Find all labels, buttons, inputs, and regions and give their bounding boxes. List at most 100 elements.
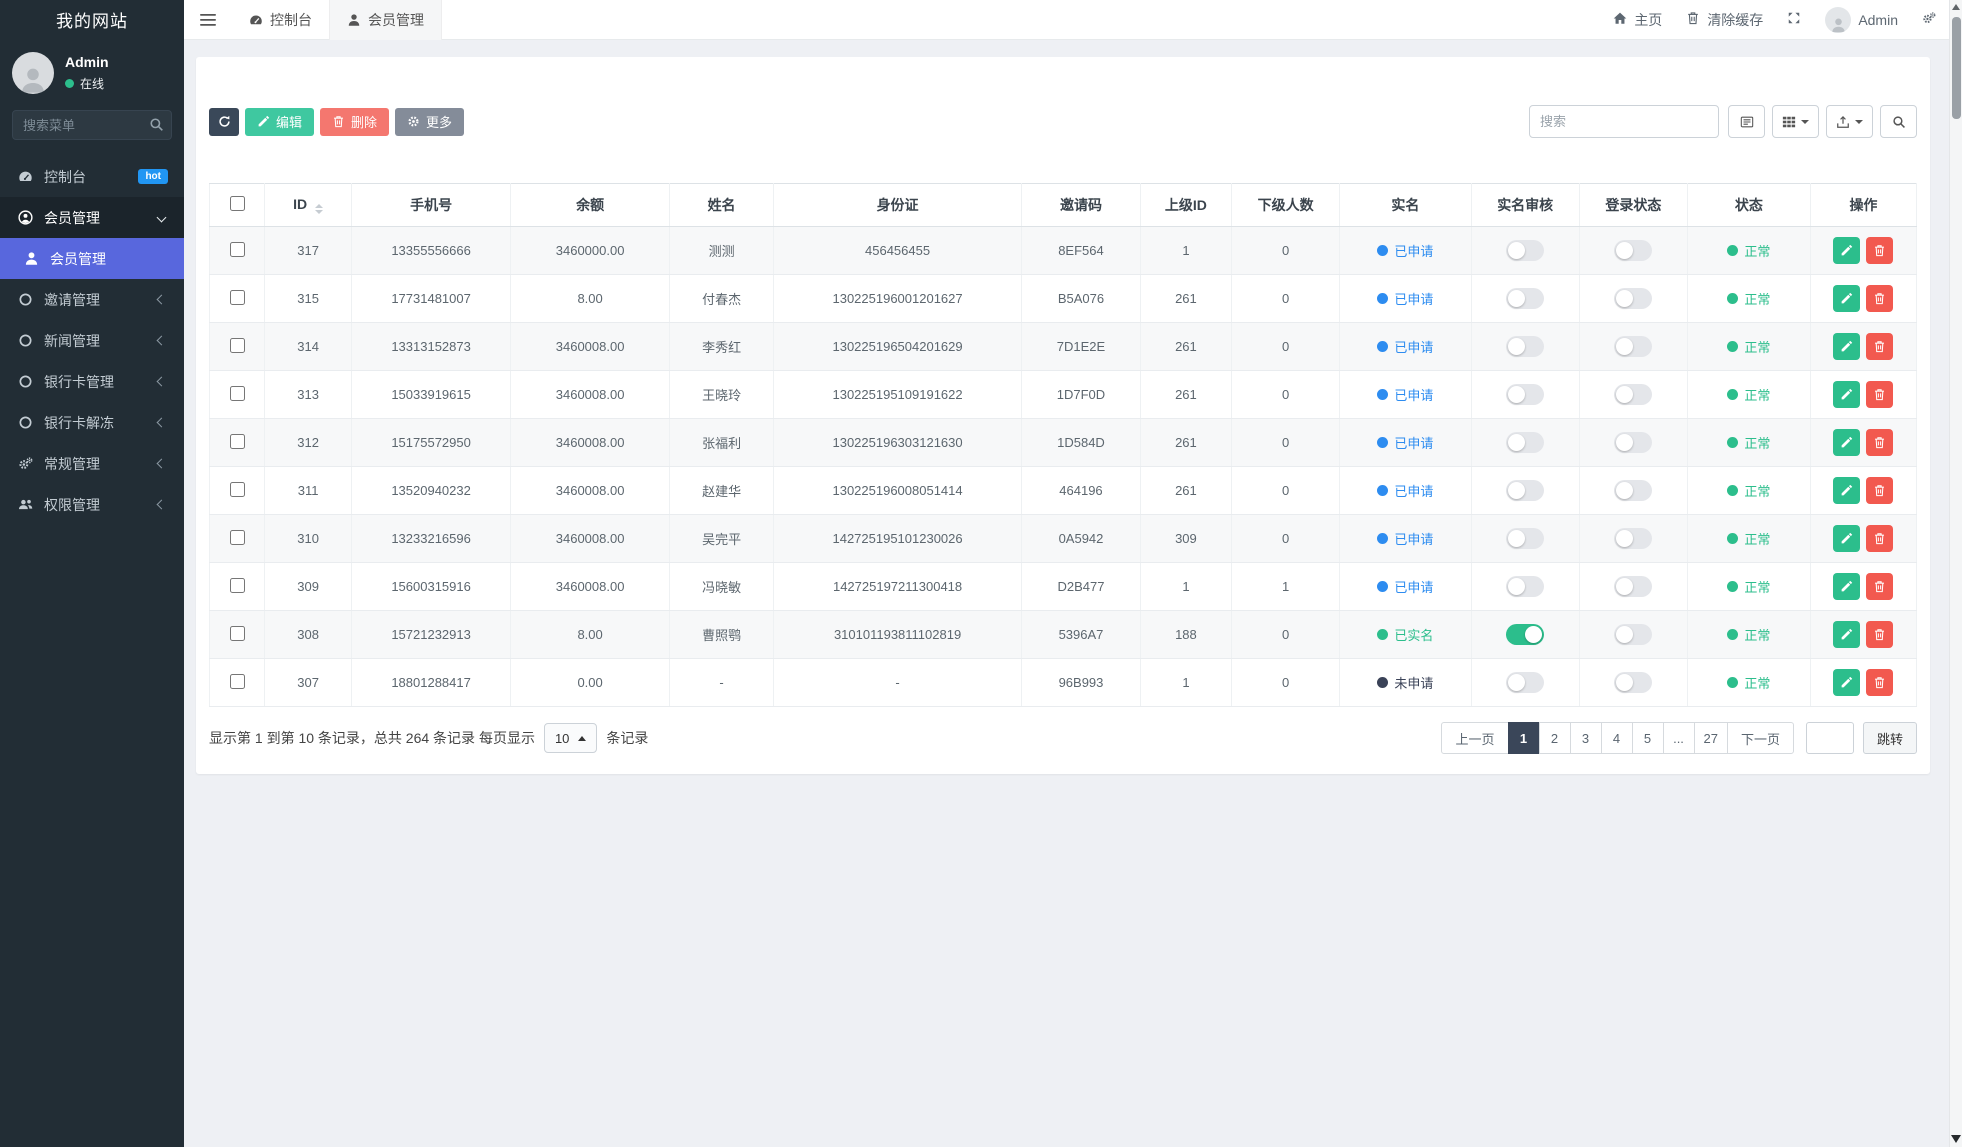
realname-audit-toggle[interactable] [1506, 384, 1545, 405]
realname-audit-toggle[interactable] [1506, 576, 1545, 597]
row-delete-button[interactable] [1866, 381, 1894, 408]
row-checkbox[interactable] [229, 481, 245, 497]
page-ellipsis[interactable]: ... [1662, 722, 1695, 754]
row-delete-button[interactable] [1866, 573, 1894, 600]
login-status-toggle[interactable] [1614, 672, 1653, 693]
row-delete-button[interactable] [1866, 429, 1894, 456]
realname-audit-toggle[interactable] [1506, 240, 1545, 261]
row-checkbox[interactable] [229, 385, 245, 401]
user-menu[interactable]: Admin [1825, 6, 1898, 33]
page-button-5[interactable]: 5 [1631, 722, 1664, 754]
page-size-select[interactable]: 10 [543, 723, 598, 753]
row-delete-button[interactable] [1866, 525, 1894, 552]
realname-status: 已申请 [1377, 337, 1433, 356]
realname-audit-toggle[interactable] [1506, 336, 1545, 357]
page-button-2[interactable]: 2 [1538, 722, 1571, 754]
sidebar-toggle-button[interactable] [184, 0, 232, 40]
more-button[interactable]: 更多 [395, 107, 465, 136]
login-status-toggle[interactable] [1614, 240, 1653, 261]
row-checkbox[interactable] [229, 337, 245, 353]
login-status-toggle[interactable] [1614, 432, 1653, 453]
chevron-left-icon [156, 294, 167, 305]
sidebar-item-news[interactable]: 新闻管理 [0, 320, 184, 361]
row-checkbox[interactable] [229, 289, 245, 305]
login-status-toggle[interactable] [1614, 480, 1653, 501]
sidebar-item-console[interactable]: 控制台 hot [0, 156, 184, 197]
row-delete-button[interactable] [1866, 477, 1894, 504]
scroll-up-arrow-icon[interactable] [1952, 4, 1960, 10]
login-status-toggle[interactable] [1614, 336, 1653, 357]
row-checkbox[interactable] [229, 673, 245, 689]
tab-console[interactable]: 控制台 [232, 0, 329, 40]
select-all-checkbox[interactable] [229, 196, 245, 211]
row-delete-button[interactable] [1866, 285, 1894, 312]
realname-audit-toggle[interactable] [1506, 528, 1545, 549]
prev-page-button[interactable]: 上一页 [1441, 722, 1509, 754]
login-status-toggle[interactable] [1614, 624, 1653, 645]
row-edit-button[interactable] [1833, 429, 1861, 456]
row-delete-button[interactable] [1866, 237, 1894, 264]
row-edit-button[interactable] [1833, 285, 1861, 312]
row-edit-button[interactable] [1833, 525, 1861, 552]
clear-cache-link[interactable]: 清除缓存 [1686, 10, 1763, 30]
row-checkbox[interactable] [229, 529, 245, 545]
sidebar-item-permission[interactable]: 权限管理 [0, 484, 184, 525]
realname-audit-toggle[interactable] [1506, 672, 1545, 693]
login-status-toggle[interactable] [1614, 288, 1653, 309]
page-button-27[interactable]: 27 [1693, 722, 1728, 754]
sidebar-item-bankcard-unfreeze[interactable]: 银行卡解冻 [0, 402, 184, 443]
login-status-toggle[interactable] [1614, 384, 1653, 405]
home-link[interactable]: 主页 [1613, 10, 1662, 30]
scroll-down-arrow-icon[interactable] [1951, 1135, 1961, 1143]
sidebar-item-general[interactable]: 常规管理 [0, 443, 184, 484]
row-delete-button[interactable] [1866, 621, 1894, 648]
page-button-4[interactable]: 4 [1600, 722, 1633, 754]
row-edit-button[interactable] [1833, 477, 1861, 504]
search-button[interactable] [1880, 105, 1917, 138]
next-page-button[interactable]: 下一页 [1726, 722, 1794, 754]
sidebar-item-member-group[interactable]: 会员管理 [0, 197, 184, 238]
row-edit-button[interactable] [1833, 573, 1861, 600]
edit-button[interactable]: 编辑 [245, 107, 315, 136]
row-checkbox[interactable] [229, 433, 245, 449]
realname-audit-toggle[interactable] [1506, 480, 1545, 501]
cell-status: 正常 [1687, 562, 1811, 611]
login-status-toggle[interactable] [1614, 528, 1653, 549]
sort-icon[interactable] [315, 204, 324, 214]
scrollbar-track[interactable] [1949, 0, 1962, 1147]
sidebar-item-invite[interactable]: 邀请管理 [0, 279, 184, 320]
table-search-input[interactable] [1529, 105, 1719, 138]
row-edit-button[interactable] [1833, 333, 1861, 360]
fullscreen-button[interactable] [1787, 11, 1801, 28]
page-button-3[interactable]: 3 [1569, 722, 1602, 754]
settings-button[interactable] [1922, 11, 1936, 28]
jump-page-input[interactable] [1805, 722, 1854, 754]
table-row: 311 13520940232 3460008.00 赵建华 1302251960080… [208, 466, 1918, 515]
export-button[interactable] [1826, 105, 1873, 138]
row-edit-button[interactable] [1833, 237, 1861, 264]
tab-member[interactable]: 会员管理 [329, 0, 442, 40]
row-checkbox[interactable] [229, 241, 245, 257]
sidebar-item-member-list[interactable]: 会员管理 [0, 238, 184, 279]
jump-button[interactable]: 跳转 [1862, 722, 1917, 754]
row-checkbox[interactable] [229, 625, 245, 641]
row-delete-button[interactable] [1866, 669, 1894, 696]
row-checkbox[interactable] [229, 577, 245, 593]
page-button-1[interactable]: 1 [1507, 722, 1540, 754]
detail-view-button[interactable] [1728, 105, 1765, 138]
refresh-button[interactable] [209, 107, 239, 136]
columns-button[interactable] [1772, 105, 1819, 138]
realname-audit-toggle[interactable] [1506, 432, 1545, 453]
delete-button[interactable]: 删除 [320, 107, 390, 136]
trash-icon [1686, 11, 1700, 28]
row-delete-button[interactable] [1866, 333, 1894, 360]
sidebar-item-bankcard[interactable]: 银行卡管理 [0, 361, 184, 402]
row-edit-button[interactable] [1833, 669, 1861, 696]
realname-audit-toggle[interactable] [1506, 624, 1545, 645]
row-edit-button[interactable] [1833, 381, 1861, 408]
login-status-toggle[interactable] [1614, 576, 1653, 597]
row-edit-button[interactable] [1833, 621, 1861, 648]
sidebar-search-input[interactable] [12, 110, 172, 140]
realname-audit-toggle[interactable] [1506, 288, 1545, 309]
scrollbar-thumb[interactable] [1951, 17, 1961, 119]
